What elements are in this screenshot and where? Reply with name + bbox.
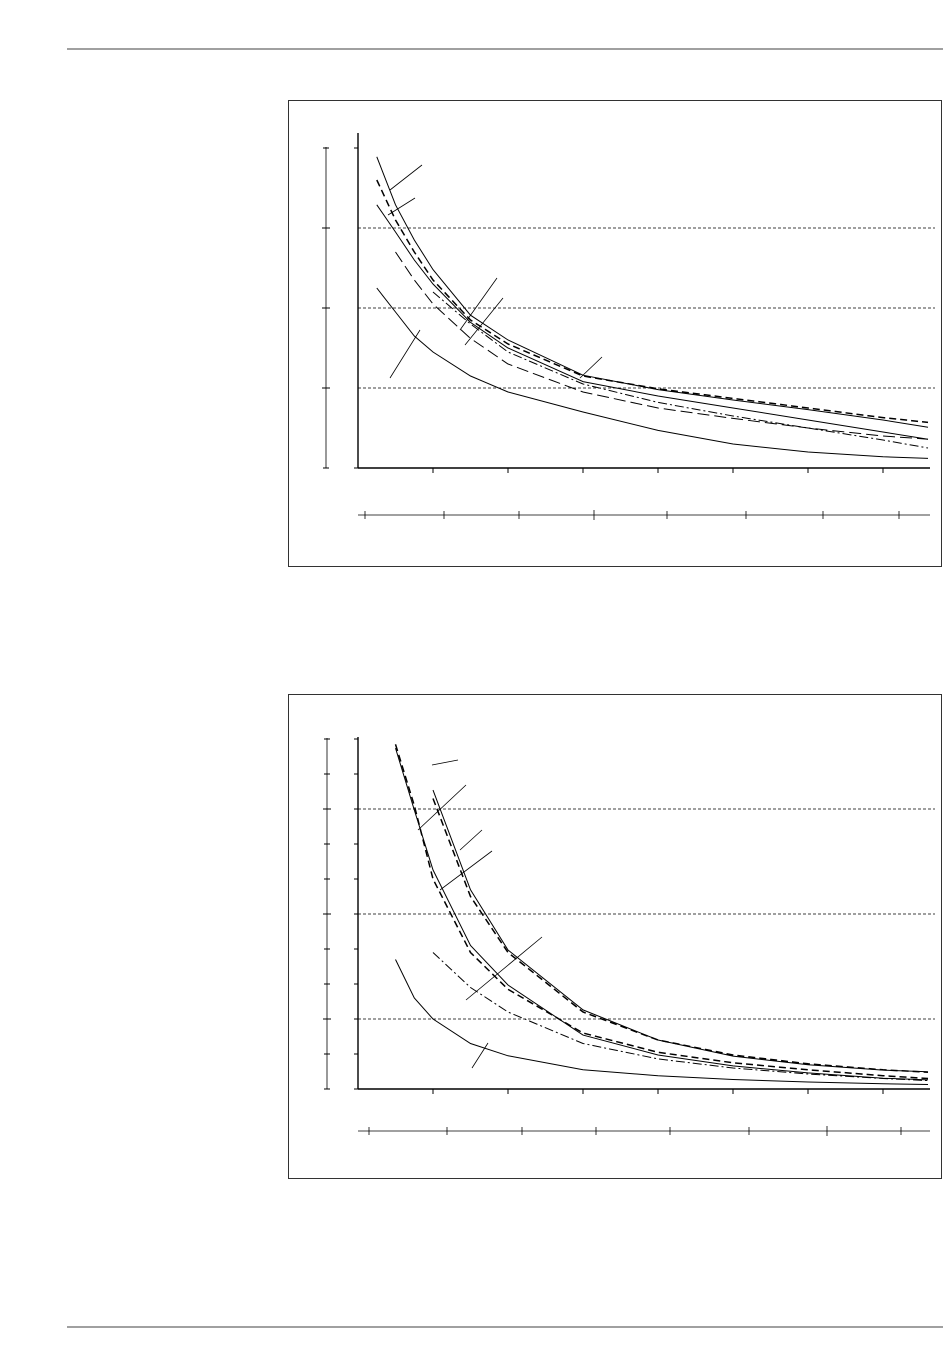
series-line bbox=[432, 789, 929, 1073]
series-line bbox=[376, 287, 929, 459]
chart-frame bbox=[288, 100, 942, 567]
secondary-x-axis bbox=[358, 510, 930, 1136]
series-line bbox=[395, 959, 929, 1085]
series-line bbox=[376, 156, 929, 428]
series-line bbox=[432, 952, 929, 1082]
series-line bbox=[432, 798, 929, 1073]
series-line bbox=[394, 744, 929, 1080]
series-line bbox=[395, 251, 929, 440]
chart-frame bbox=[288, 694, 942, 1179]
series-line bbox=[376, 179, 929, 424]
leader-lines bbox=[387, 164, 603, 1069]
series-line bbox=[432, 291, 929, 449]
series-line bbox=[395, 747, 929, 1081]
outer-y-axis bbox=[325, 147, 328, 1089]
series-line bbox=[376, 204, 929, 440]
